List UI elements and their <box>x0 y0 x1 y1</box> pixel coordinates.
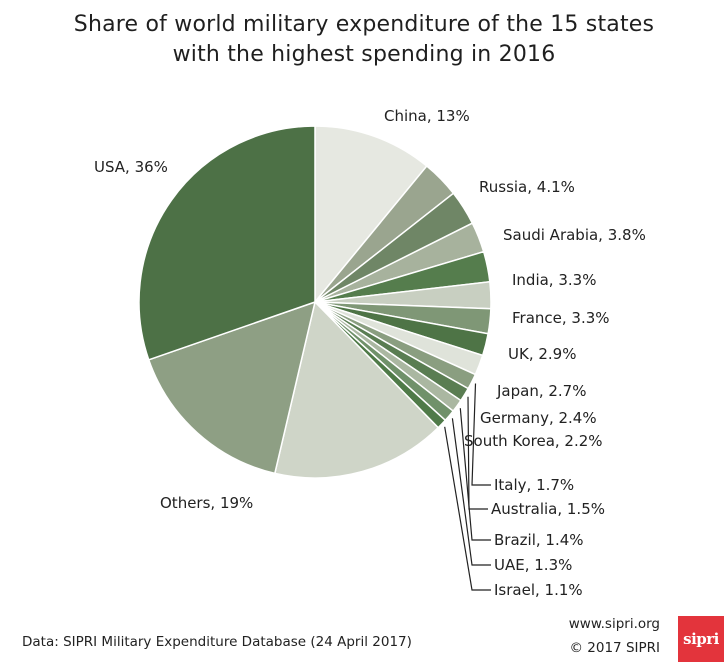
slice-label-uae: UAE, 1.3% <box>494 556 572 574</box>
slice-label-germany: Germany, 2.4% <box>480 409 597 427</box>
slice-label-china: China, 13% <box>384 107 470 125</box>
slice-label-japan: Japan, 2.7% <box>496 382 586 400</box>
slice-label-australia: Australia, 1.5% <box>491 500 605 518</box>
pie-slices <box>138 125 492 479</box>
slice-label-south-korea: South Korea, 2.2% <box>464 432 603 450</box>
slice-label-brazil: Brazil, 1.4% <box>494 531 584 549</box>
footer-url[interactable]: www.sipri.org <box>568 616 660 632</box>
slice-label-usa: USA, 36% <box>94 158 168 176</box>
pie-slice-others-extra <box>147 300 317 475</box>
slice-label-india: India, 3.3% <box>512 271 596 289</box>
leader-line-brazil <box>459 408 491 541</box>
slice-label-israel: Israel, 1.1% <box>494 581 583 599</box>
pie-slice-china <box>314 125 428 305</box>
pie-slice-others <box>273 300 440 479</box>
footer-copyright: © 2017 SIPRI <box>569 640 661 656</box>
slice-label-russia: Russia, 4.1% <box>479 178 575 196</box>
slice-label-others: Others, 19% <box>160 494 253 512</box>
leader-lines <box>444 383 491 591</box>
slice-label-italy: Italy, 1.7% <box>494 476 574 494</box>
footer-source: Data: SIPRI Military Expenditure Databas… <box>22 634 412 650</box>
slice-label-france: France, 3.3% <box>512 309 610 327</box>
leader-line-israel <box>444 426 491 591</box>
slice-label-saudi-arabia: Saudi Arabia, 3.8% <box>503 226 646 244</box>
chart-title: Share of world military expenditure of t… <box>0 10 728 70</box>
leader-line-uae <box>451 418 491 566</box>
chart-title-line-1: Share of world military expenditure of t… <box>73 12 655 37</box>
chart-title-line-2: with the highest spending in 2016 <box>172 42 556 67</box>
pie-slice-usa <box>138 125 316 361</box>
slice-labels: China, 13% Russia, 4.1% Saudi Arabia, 3.8%… <box>94 107 646 599</box>
leader-line-italy <box>471 383 491 486</box>
slice-label-uk: UK, 2.9% <box>508 345 576 363</box>
sipri-logo: sipri <box>678 616 724 662</box>
